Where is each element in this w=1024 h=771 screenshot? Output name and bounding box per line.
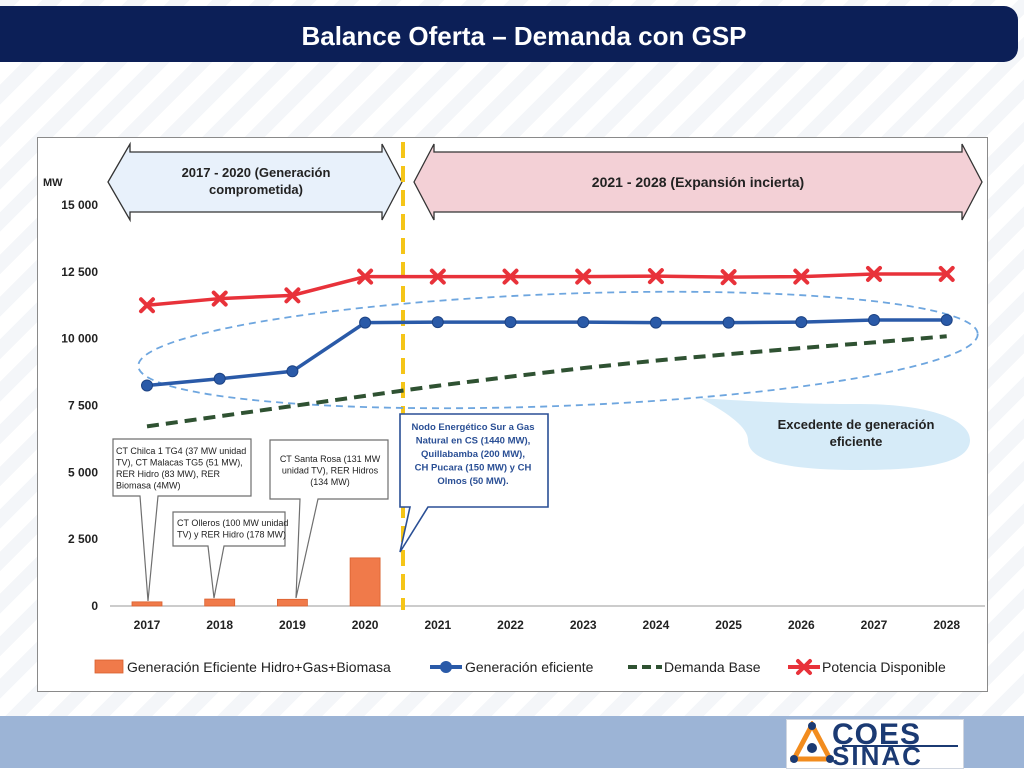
x-tick-label: 2028: [933, 618, 960, 632]
legend-marker-potencia-disponible: [796, 659, 812, 675]
legend-label: Generación eficiente: [465, 659, 594, 675]
callout-text-highlight: CH Pucara (150 MW) y CH: [415, 463, 532, 474]
callout-text-highlight: Quillabamba (200 MW),: [421, 449, 525, 460]
callout-text: Biomasa (4MW): [116, 481, 181, 491]
y-tick-label: 2 500: [68, 532, 98, 546]
x-tick-label: 2026: [788, 618, 815, 632]
x-tick-label: 2023: [570, 618, 597, 632]
series-line-generacion-eficiente: [146, 318, 947, 388]
legend-marker-generacion-eficiente: [440, 661, 452, 673]
callout-box-highlight: [399, 413, 549, 553]
callout-text: CT Olleros (100 MW unidad: [177, 518, 288, 528]
marker-potencia-disponible: [938, 265, 955, 282]
x-tick-label: 2017: [134, 618, 161, 632]
marker-potencia-disponible: [866, 265, 882, 282]
callout-text: TV) y RER Hidro (178 MW): [177, 530, 286, 540]
y-tick-label: 10 000: [61, 332, 98, 346]
x-tick-label: 2024: [643, 618, 670, 632]
marker-generacion-eficiente: [577, 316, 590, 329]
callout-text-highlight: Olmos (50 MW).: [437, 476, 508, 487]
annotation-text: Excedente de generación: [778, 417, 935, 432]
header-bar: [0, 6, 1018, 62]
callout-text: RER Hidro (83 MW), RER: [116, 469, 221, 479]
bar-generacion-eficiente-hgb: [204, 598, 236, 607]
marker-generacion-eficiente: [141, 379, 153, 392]
x-tick-label: 2021: [424, 618, 451, 632]
marker-generacion-eficiente: [722, 316, 735, 329]
marker-potencia-disponible: [575, 268, 592, 285]
bar-generacion-eficiente-hgb: [131, 601, 163, 607]
marker-generacion-eficiente: [649, 316, 662, 329]
x-tick-label: 2027: [861, 618, 888, 632]
callout-text: CT Santa Rosa (131 MW: [280, 454, 381, 464]
legend-label: Generación Eficiente Hidro+Gas+Biomasa: [127, 659, 391, 675]
y-tick-label: 15 000: [61, 198, 98, 212]
marker-generacion-eficiente: [940, 313, 953, 326]
callout-box: [269, 439, 389, 599]
series-line-potencia-disponible: [146, 272, 947, 307]
y-tick-label: 7 500: [68, 399, 98, 413]
marker-potencia-disponible: [139, 297, 155, 314]
logo-divider: [842, 745, 958, 747]
marker-potencia-disponible: [211, 290, 228, 307]
callout-text: unidad TV), RER Hidros: [282, 466, 379, 476]
callout-box: [172, 511, 286, 599]
bar-generacion-eficiente-hgb: [349, 557, 381, 607]
logo-text-sinac: SINAC: [832, 741, 923, 771]
callout-text: (134 MW): [310, 477, 350, 487]
callout-text: CT Chilca 1 TG4 (37 MW unidad: [116, 446, 246, 456]
y-axis-label: MW: [43, 177, 63, 189]
callout-text-highlight: Natural en CS (1440 MW),: [416, 436, 531, 447]
marker-generacion-eficiente: [359, 316, 372, 329]
page-title: Balance Oferta – Demanda con GSP: [301, 21, 747, 51]
callout-text-highlight: Nodo Energético Sur a Gas: [412, 422, 535, 433]
legend-label: Demanda Base: [664, 659, 761, 675]
legend-label: Potencia Disponible: [822, 659, 946, 675]
x-tick-label: 2020: [352, 618, 379, 632]
marker-potencia-disponible: [284, 287, 301, 304]
marker-potencia-disponible: [720, 269, 737, 286]
period-banner-committed-text: 2017 - 2020 (Generación: [182, 165, 331, 180]
y-tick-label: 5 000: [68, 465, 98, 479]
legend-swatch-bar: [94, 659, 124, 674]
marker-generacion-eficiente: [795, 316, 808, 329]
period-banner-uncertain-text: 2021 - 2028 (Expansión incierta): [592, 174, 804, 190]
series-line-demanda-base: [146, 334, 947, 429]
callout-box: [112, 438, 252, 602]
period-banner-committed-text: comprometida): [209, 182, 303, 197]
marker-potencia-disponible: [502, 268, 519, 285]
marker-potencia-disponible: [647, 268, 664, 285]
marker-generacion-eficiente: [504, 316, 517, 329]
x-tick-label: 2018: [206, 618, 233, 632]
highlight-ellipse: [137, 290, 979, 410]
bar-generacion-eficiente-hgb: [276, 598, 308, 607]
marker-potencia-disponible: [793, 268, 810, 285]
x-tick-label: 2019: [279, 618, 306, 632]
marker-potencia-disponible: [429, 268, 446, 285]
marker-generacion-eficiente: [286, 365, 299, 378]
y-tick-label: 12 500: [61, 265, 98, 279]
callout-text: TV), CT Malacas TG5 (51 MW),: [116, 458, 243, 468]
marker-generacion-eficiente: [431, 316, 444, 329]
annotation-bubble: [700, 398, 970, 470]
marker-generacion-eficiente: [213, 372, 226, 385]
x-tick-label: 2025: [715, 618, 742, 632]
annotation-text: eficiente: [830, 434, 883, 449]
logo-triangle-icon: [790, 721, 834, 763]
y-tick-label: 0: [91, 599, 98, 613]
x-tick-label: 2022: [497, 618, 524, 632]
period-banner-uncertain: [413, 143, 983, 221]
marker-generacion-eficiente: [868, 313, 880, 326]
marker-potencia-disponible: [357, 268, 374, 285]
